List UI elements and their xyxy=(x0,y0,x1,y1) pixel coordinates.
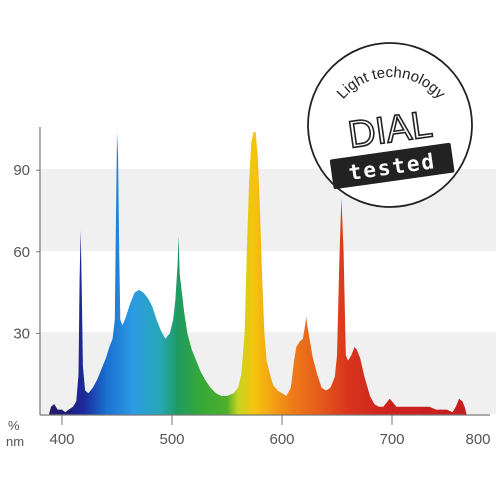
y-tick-label: 60 xyxy=(13,244,30,261)
x-tick-label: 500 xyxy=(159,431,184,448)
y-ticks: 30 60 90 xyxy=(13,162,40,342)
x-tick-label: 800 xyxy=(465,431,490,448)
x-tick-label: 600 xyxy=(269,431,294,448)
x-unit-label: nm xyxy=(6,434,24,449)
x-tick-label: 400 xyxy=(49,431,74,448)
y-tick-label: 30 xyxy=(13,325,30,342)
x-ticks: 400 500 600 700 800 xyxy=(49,415,491,448)
badge-tested-box xyxy=(329,142,455,190)
dial-tested-badge: Light technology DIAL tested xyxy=(307,42,473,208)
x-tick-label: 700 xyxy=(379,431,404,448)
y-unit-label: % xyxy=(8,418,20,433)
y-tick-label: 90 xyxy=(13,162,30,179)
spectrum-area xyxy=(48,132,467,415)
